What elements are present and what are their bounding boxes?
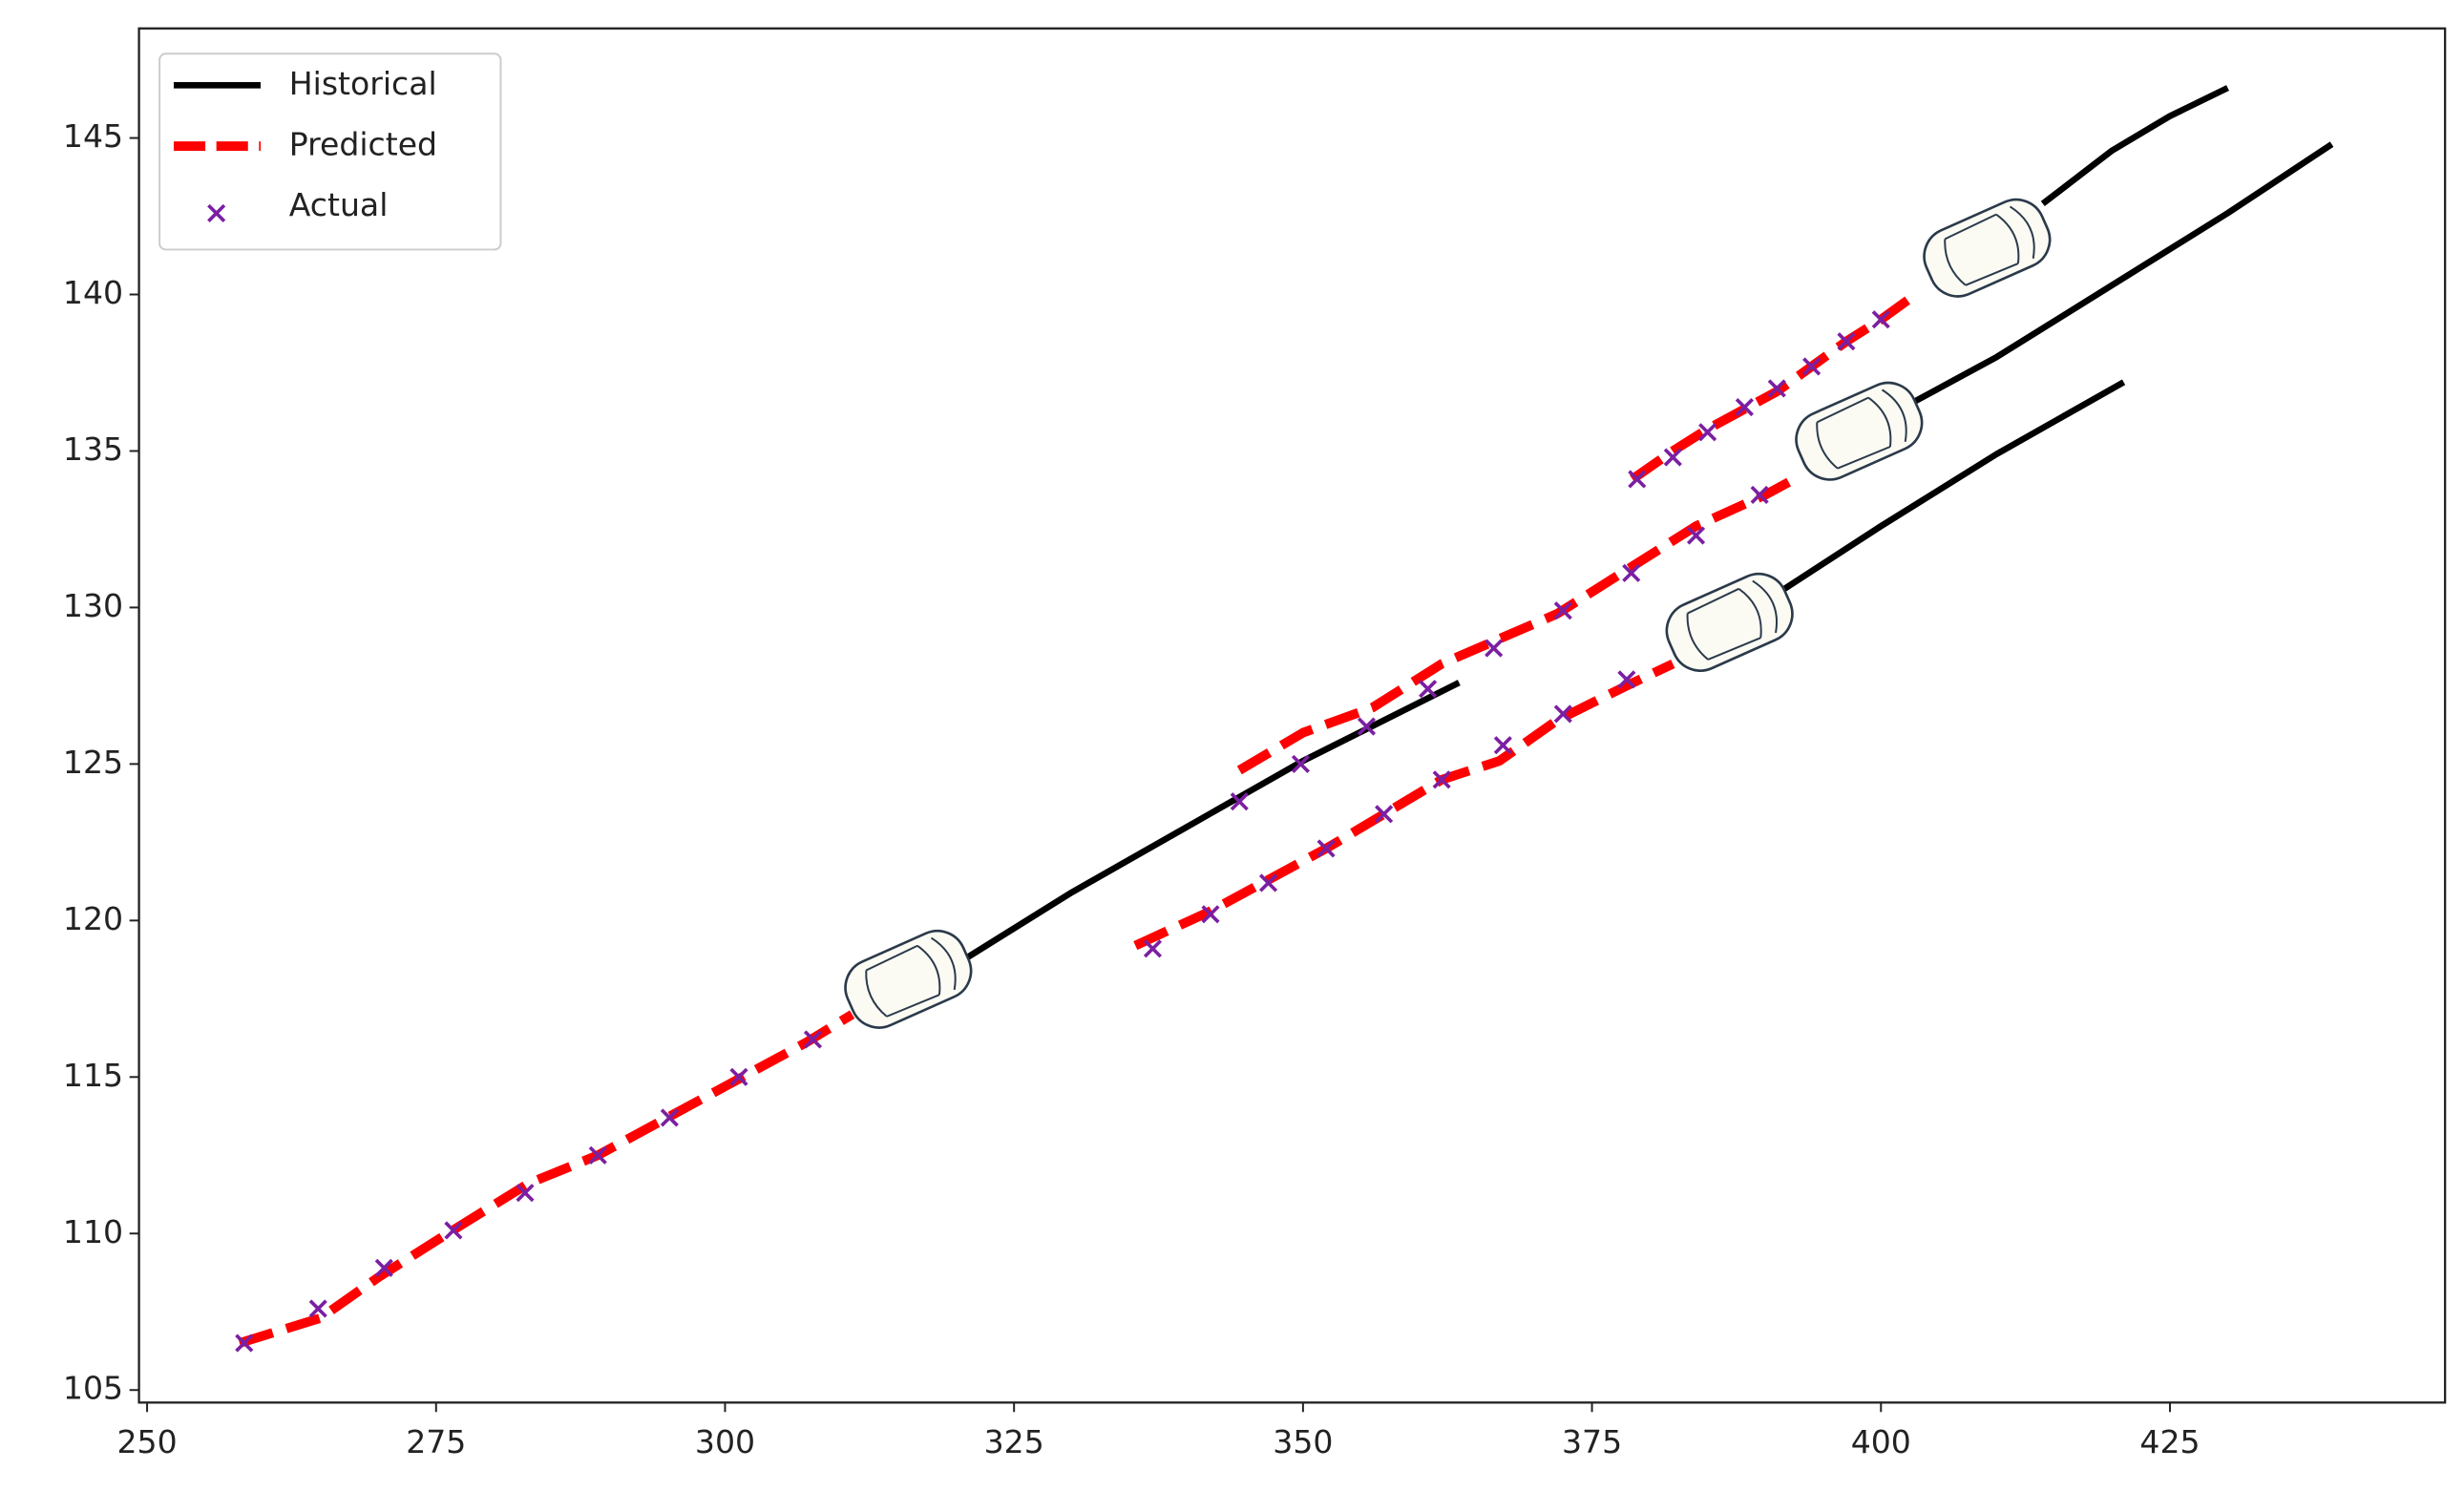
actual-point <box>1686 526 1706 545</box>
y-tick-label: 115 <box>63 1057 123 1094</box>
actual-point <box>1663 448 1682 467</box>
x-tick-label: 375 <box>1562 1423 1622 1460</box>
car-roof <box>1687 587 1761 661</box>
actual-point <box>1617 670 1636 689</box>
car-body <box>1665 572 1794 672</box>
actual-point <box>1698 423 1717 442</box>
actual-point <box>1258 873 1278 892</box>
x-tick-label: 325 <box>984 1423 1044 1460</box>
trajectory-line <box>238 290 1919 1348</box>
actual-point <box>729 1067 748 1086</box>
trajectory-line <box>954 85 2334 968</box>
x-tick-label: 300 <box>695 1423 755 1460</box>
actual-point <box>1357 717 1377 736</box>
car-windshield <box>916 944 941 996</box>
actual-point <box>1553 601 1572 620</box>
actual-point <box>1871 310 1890 329</box>
x-tick-label: 400 <box>1851 1423 1911 1460</box>
legend: Historical Predicted Actual <box>158 52 502 251</box>
actual-point <box>588 1145 607 1165</box>
actual-point <box>1493 736 1512 755</box>
actual-point <box>1735 398 1754 417</box>
x-tick-label: 275 <box>406 1423 466 1460</box>
legend-box <box>158 52 502 251</box>
actual-point <box>1767 379 1786 398</box>
actual-point <box>1622 563 1641 582</box>
legend-marker <box>207 203 226 222</box>
car-hood <box>930 936 957 991</box>
car-windshield <box>1867 396 1892 448</box>
actual-point <box>1375 805 1394 824</box>
y-tick-label: 120 <box>63 900 123 937</box>
x-tick-label: 250 <box>117 1423 178 1460</box>
actual-point <box>1316 839 1336 858</box>
car-icon <box>844 929 973 1029</box>
actual-point <box>660 1108 679 1127</box>
car-rear-window <box>865 970 888 1018</box>
x-tick-label: 425 <box>2139 1423 2200 1460</box>
y-tick-label: 130 <box>63 587 123 624</box>
actual-point <box>444 1221 463 1240</box>
car-rear-window <box>1944 239 1967 286</box>
car-rear-window <box>1686 613 1709 661</box>
y-tick-label: 125 <box>63 744 123 781</box>
car-hood <box>1752 579 1778 634</box>
actual-point <box>235 1334 254 1353</box>
car-body <box>1795 381 1924 481</box>
car-icon <box>1795 381 1924 481</box>
actual-point <box>1837 332 1856 351</box>
actual-point <box>1485 639 1504 658</box>
actual-point <box>1291 754 1311 773</box>
actual-point <box>1201 905 1220 924</box>
legend-label: Actual <box>289 186 389 223</box>
y-tick-label: 105 <box>63 1370 123 1407</box>
actual-point <box>516 1184 535 1203</box>
y-tick-label: 110 <box>63 1213 123 1250</box>
car-hood <box>2009 205 2035 260</box>
actual-point <box>1750 485 1769 504</box>
car-rear-window <box>1816 422 1839 470</box>
x-tick-label: 350 <box>1273 1423 1333 1460</box>
actual-point <box>1230 792 1249 811</box>
car-windshield <box>1737 588 1762 639</box>
actual-point <box>1143 939 1163 958</box>
actual-point <box>1628 470 1647 489</box>
car-roof <box>1944 213 2019 286</box>
actual-point <box>803 1030 823 1049</box>
actual-point <box>1432 770 1451 789</box>
car-body <box>1923 198 2052 298</box>
actual-point <box>1419 680 1438 699</box>
car-windshield <box>1995 213 2020 264</box>
legend-label: Historical <box>289 65 437 102</box>
car-hood <box>1881 388 1907 442</box>
car-roof <box>865 944 940 1018</box>
actual-point <box>1553 704 1572 724</box>
actual-point <box>308 1299 327 1318</box>
y-tick-label: 145 <box>63 117 123 155</box>
legend-label: Predicted <box>289 126 437 163</box>
y-tick-label: 135 <box>63 430 123 468</box>
axes-frame <box>137 27 2447 1404</box>
y-tick-label: 140 <box>63 274 123 311</box>
car-roof <box>1816 396 1891 470</box>
car-icon <box>1923 198 2052 298</box>
vehicles <box>844 198 2052 1029</box>
actual-point <box>1802 357 1822 376</box>
car-body <box>844 929 973 1029</box>
car-icon <box>1665 572 1794 672</box>
actual-point <box>374 1258 393 1277</box>
plot-area: 250 275 300 325 350 375 400 425 105 110 115 120 125 1… <box>63 27 2447 1460</box>
